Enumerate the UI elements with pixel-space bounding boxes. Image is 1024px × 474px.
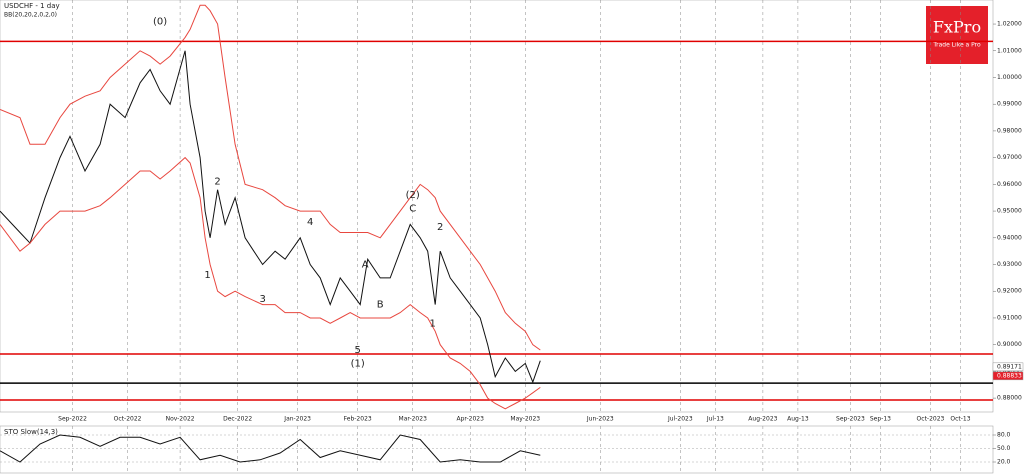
chart-subtitle: BB(20,20,2,0,2,0) [4, 12, 57, 19]
wave-label: B [377, 300, 384, 311]
y-tick-label: 0.89000 [997, 368, 1022, 375]
wave-label: (0) [153, 16, 167, 27]
logo-tagline: Trade Like a Pro [932, 42, 981, 49]
x-tick-label: Mar-2023 [399, 416, 428, 423]
price-label-box [992, 371, 1024, 381]
series-line [0, 434, 541, 463]
wave-label: C [409, 203, 416, 214]
y-tick-label: 0.90000 [997, 341, 1022, 348]
y-tick-label: 1.02000 [997, 21, 1022, 28]
x-tick-label: Nov-2022 [166, 416, 195, 423]
y-tick-label: 0.98000 [997, 127, 1022, 134]
price-label: 0.89171 [997, 363, 1022, 370]
sto-title: STO Slow(14,3) [4, 428, 58, 436]
wave-label: (1) [351, 358, 365, 369]
sto-frame [0, 425, 994, 474]
x-tick-label: Oct-2023 [917, 416, 945, 423]
x-tick-label: Oct-2022 [114, 416, 142, 423]
chart-title: USDCHF - 1 day [4, 2, 60, 10]
x-tick-label: Aug-13 [787, 416, 809, 423]
wave-label: (2) [406, 190, 420, 201]
x-tick-label: Sep-13 [870, 416, 891, 423]
x-tick-label: Jul-2023 [667, 416, 693, 423]
x-tick-label: Sep-2023 [836, 416, 865, 423]
series-line [0, 50, 541, 384]
wave-label: 2 [437, 222, 443, 233]
y-tick-label: 0.92000 [997, 288, 1022, 295]
price-label-box [992, 362, 1024, 372]
x-tick-label: Oct-13 [950, 416, 970, 423]
y-tick-label: 0.99000 [997, 101, 1022, 108]
logo-name: FxPro [933, 18, 981, 37]
y-tick-label: 0.95000 [997, 208, 1022, 215]
series-line [0, 4, 541, 351]
logo-box [926, 6, 988, 64]
wave-label: 3 [259, 294, 265, 305]
plot-frame [0, 0, 994, 413]
x-tick-label: Aug-2023 [748, 416, 777, 423]
y-tick-label: 80.0 [997, 432, 1011, 439]
y-tick-label: 0.94000 [997, 234, 1022, 241]
y-tick-label: 1.01000 [997, 47, 1022, 54]
y-tick-label: 0.96000 [997, 181, 1022, 188]
wave-label: 1 [204, 270, 210, 281]
x-tick-label: Jun-2023 [586, 416, 614, 423]
x-tick-label: May-2023 [510, 416, 540, 423]
price-label: 0.88833 [997, 372, 1022, 379]
series-line [0, 156, 541, 410]
x-tick-label: Jan-2023 [283, 416, 311, 423]
y-tick-label: 0.91000 [997, 314, 1022, 321]
x-tick-label: Sep-2022 [58, 416, 87, 423]
wave-label: 5 [354, 345, 360, 356]
y-tick-label: 0.88000 [997, 395, 1022, 402]
y-tick-label: 50.0 [997, 445, 1011, 452]
y-tick-label: 1.00000 [997, 74, 1022, 81]
wave-label: 2 [214, 177, 220, 188]
wave-label: 4 [307, 217, 313, 228]
x-tick-label: Dec-2022 [223, 416, 252, 423]
y-tick-label: 20.0 [997, 459, 1011, 466]
y-tick-label: 0.93000 [997, 261, 1022, 268]
x-tick-label: Jul-13 [706, 416, 724, 423]
y-tick-label: 0.97000 [997, 154, 1022, 161]
x-tick-label: Apr-2023 [457, 416, 485, 423]
wave-label: A [362, 260, 369, 271]
x-tick-label: Feb-2023 [344, 416, 372, 423]
wave-label: 1 [430, 318, 436, 329]
